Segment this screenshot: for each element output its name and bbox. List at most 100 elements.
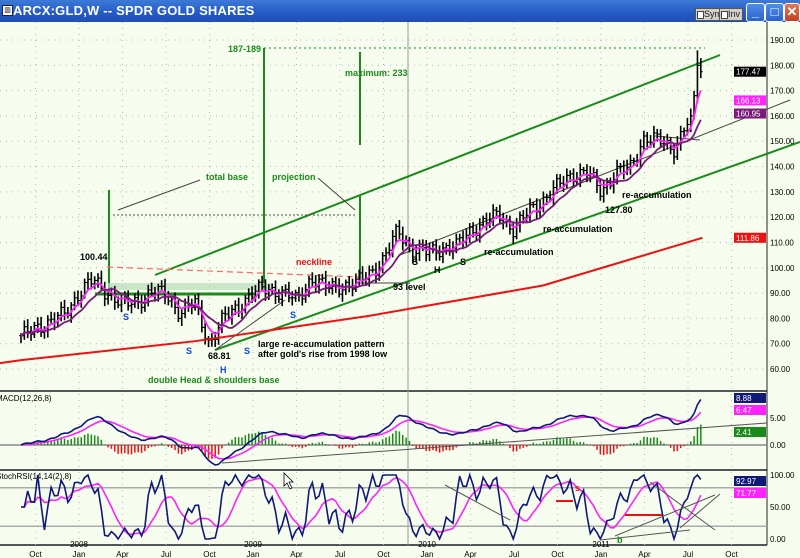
annotation-label: re-accumulation	[622, 190, 692, 200]
annotation-label: projection	[272, 172, 316, 182]
axes: 190.00 180.00 170.00 160.00 150.00 140.00 130.…	[0, 36, 795, 558]
date-month-label: Apr	[116, 550, 129, 558]
annotation-label: 127.80	[605, 205, 633, 215]
price-tick-label: 150.00	[770, 137, 795, 146]
price-last-value-bg	[734, 108, 766, 119]
upper-channel-line	[154, 54, 721, 276]
annotation-label: neckline	[296, 257, 332, 267]
projection-pointer	[317, 177, 356, 211]
macd-tick-label: 5.00	[770, 414, 786, 423]
title-bar: ▥ ARCX:GLD,W -- SPDR GOLD SHARES Sym Inv…	[0, 0, 800, 22]
macd-last-value: 2.41	[736, 428, 752, 437]
sym-toggle-button[interactable]: Sym	[695, 8, 725, 21]
date-year-label: 2008	[70, 540, 88, 549]
chart-app-icon: ▥	[2, 5, 13, 16]
indicator-lines	[20, 398, 768, 542]
annotation-texts: 187-189 maximum: 233 total base projection 1…	[80, 44, 692, 545]
price-last-value-bg	[734, 66, 766, 77]
maximize-button[interactable]: □	[765, 3, 784, 22]
price-tick-label: 80.00	[770, 314, 791, 323]
stoch-line	[21, 472, 702, 542]
macd-last-value-bg	[734, 427, 766, 437]
macd-last-value-bg	[734, 405, 766, 415]
date-month-label: Jul	[161, 550, 171, 558]
price-tick-label: 130.00	[770, 188, 795, 197]
date-month-label: Jul	[509, 550, 519, 558]
price-tick-label: 140.00	[770, 163, 795, 172]
stoch-tick-label: 50.00	[770, 503, 791, 512]
price-tick-label: 60.00	[770, 365, 791, 374]
stoch-trendline	[649, 481, 716, 531]
macd-last-value: 8.88	[736, 394, 752, 403]
price-last-value: 166.13	[736, 96, 761, 105]
base-zone-band	[108, 283, 273, 290]
stoch-tick-label: 100.00	[770, 471, 795, 480]
date-month-label: Jan	[421, 550, 434, 558]
annotation-label: double Head & shoulders base	[148, 375, 280, 385]
price-bars	[0, 50, 703, 365]
pattern-mark: S	[244, 346, 250, 356]
price-tick-label: 70.00	[770, 340, 791, 349]
price-tick-label: 110.00	[770, 238, 794, 247]
date-month-label: Oct	[29, 550, 42, 558]
pattern-mark: S	[186, 346, 192, 356]
price-tick-label: 170.00	[770, 87, 795, 96]
date-month-label: Oct	[377, 550, 390, 558]
date-month-label: Jul	[335, 550, 345, 558]
annotation-label: total base	[206, 172, 248, 182]
date-month-label: Apr	[464, 550, 477, 558]
annotation-label: re-accumulation	[543, 224, 613, 234]
lower-channel-line	[214, 141, 800, 351]
price-tick-label: 160.00	[770, 112, 795, 121]
minimize-button[interactable]: _	[746, 3, 765, 22]
stoch-trendline	[599, 529, 691, 541]
price-last-value-bg	[734, 232, 766, 243]
long-ma-line-start	[0, 359, 22, 365]
stoch-last-value: 92.97	[736, 477, 757, 486]
price-tick-label: 120.00	[770, 213, 795, 222]
date-year-label: 2009	[244, 540, 262, 549]
annotation-label: 187-189	[228, 44, 261, 54]
window-title: ARCX:GLD,W -- SPDR GOLD SHARES	[13, 3, 255, 18]
pattern-mark: S	[290, 310, 296, 320]
price-tick-label: 100.00	[770, 264, 795, 273]
head-trendline	[214, 299, 286, 351]
price-tick-label: 190.00	[770, 36, 795, 45]
macd-trendline	[221, 422, 768, 464]
inv-toggle-button[interactable]: Inv	[719, 8, 744, 21]
date-month-label: Jul	[683, 550, 693, 558]
pattern-mark: S	[460, 257, 466, 267]
date-month-label: Oct	[203, 550, 216, 558]
stoch-tick-label: 0.00	[770, 535, 786, 544]
price-last-value: 177.47	[736, 68, 761, 77]
stoch-title: StochRSI(14,14(2),8)	[0, 472, 72, 481]
date-month-label: Apr	[638, 550, 651, 558]
macd-title: MACD(12,26,8)	[0, 394, 52, 403]
stoch-trendline	[444, 484, 511, 521]
stoch-last-value-bg	[734, 488, 766, 498]
macd-last-value-bg	[734, 393, 766, 403]
annotation-label: 93 level	[393, 282, 426, 292]
pattern-mark: H	[434, 265, 441, 275]
price-last-value-bg	[734, 95, 766, 106]
pattern-mark: H	[220, 365, 227, 375]
annotation-label: 100.44	[80, 252, 108, 262]
price-tick-label: 90.00	[770, 289, 791, 298]
pattern-mark: S	[123, 312, 129, 322]
stoch-sell-mark: s	[575, 483, 580, 493]
stoch-last-value-bg	[734, 476, 766, 486]
date-year-label: 2011	[592, 540, 610, 549]
macd-line	[20, 398, 702, 466]
annotation-label: 68.81	[208, 351, 231, 361]
stoch-buy-mark: b	[617, 535, 623, 545]
date-month-label: Apr	[290, 550, 303, 558]
medium-ma-line	[20, 119, 702, 338]
stoch-trendline	[679, 493, 721, 529]
macd-tick-label: 0.00	[770, 441, 786, 450]
mouse-cursor-icon	[283, 472, 294, 490]
annotation-label: large re-accumulation pattern	[258, 339, 385, 349]
date-month-label: Oct	[551, 550, 564, 558]
pattern-mark: S	[412, 257, 418, 267]
stoch-trendline	[614, 494, 716, 537]
